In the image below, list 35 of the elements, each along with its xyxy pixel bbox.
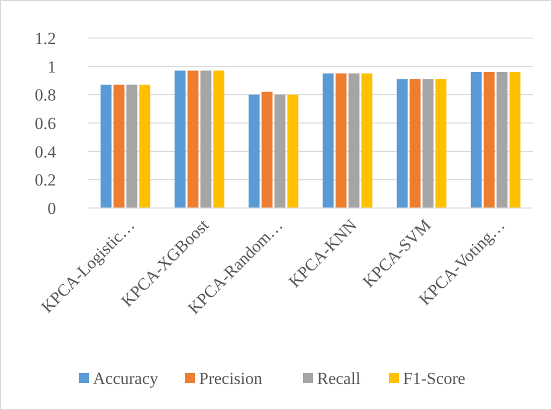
bar [361, 73, 372, 208]
bar [322, 73, 334, 208]
bar [396, 79, 408, 208]
y-tick-label: 0.4 [34, 142, 56, 162]
bar [126, 84, 138, 208]
bar [287, 94, 298, 208]
bar [262, 92, 273, 208]
y-tick-label: 0.2 [34, 170, 56, 190]
bar [496, 72, 508, 208]
bar [248, 94, 260, 208]
y-tick-label: 0 [48, 198, 56, 218]
bar [348, 73, 360, 208]
bar [470, 72, 482, 208]
y-tick-label: 1.2 [34, 28, 56, 48]
legend-label: Precision [199, 368, 263, 388]
bar [274, 94, 286, 208]
bar [336, 73, 347, 208]
bar [422, 79, 434, 208]
bar [200, 70, 212, 208]
bar [113, 84, 124, 208]
y-tick-label: 1 [48, 57, 56, 76]
bar [174, 70, 186, 208]
bar [509, 72, 520, 208]
bar [188, 70, 198, 208]
bar [410, 79, 421, 208]
y-tick-label: 0.8 [34, 86, 56, 105]
bar [484, 72, 495, 208]
y-tick-label: 0.6 [34, 114, 56, 133]
legend-label: Recall [317, 368, 361, 388]
bar [139, 84, 150, 208]
legend-label: F1-Score [403, 368, 466, 388]
bar [100, 84, 112, 208]
bar [213, 70, 224, 208]
bar [435, 79, 446, 208]
legend-label: Accuracy [93, 368, 159, 388]
